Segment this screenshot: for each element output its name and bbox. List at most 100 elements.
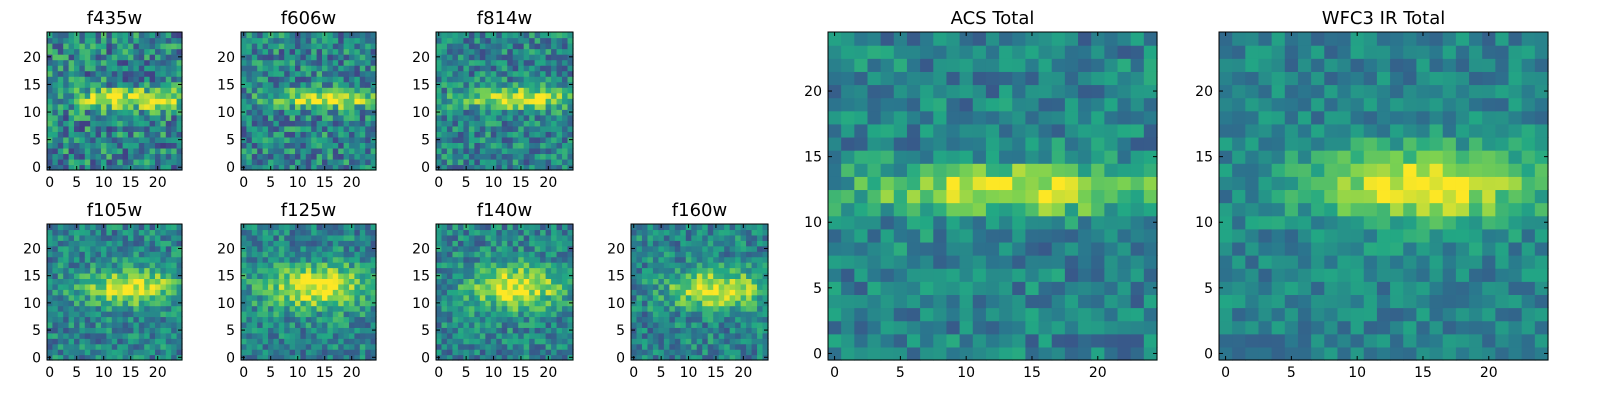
heatmap-cell <box>160 332 167 339</box>
heatmap-cell <box>305 349 312 356</box>
heatmap-cell <box>117 283 124 290</box>
heatmap-cell <box>518 305 525 312</box>
heatmap-cell <box>95 224 102 231</box>
heatmap-cell <box>567 251 574 258</box>
heatmap-cell <box>746 283 753 290</box>
heatmap-cell <box>512 327 519 334</box>
heatmap-cell <box>343 98 350 105</box>
heatmap-cell <box>562 164 569 171</box>
heatmap-cell <box>79 65 86 72</box>
heatmap-cell <box>95 37 102 44</box>
heatmap-cell <box>68 283 75 290</box>
heatmap-cell <box>257 98 264 105</box>
heatmap-cell <box>338 87 345 94</box>
heatmap-cell <box>101 300 107 307</box>
heatmap-cell <box>474 240 481 247</box>
heatmap-cell <box>641 343 649 350</box>
heatmap-cell <box>327 311 334 318</box>
heatmap-cell <box>880 202 895 217</box>
heatmap-cell <box>138 321 145 328</box>
heatmap-cell <box>122 76 129 83</box>
heatmap-cell <box>1143 215 1158 230</box>
heatmap-cell <box>523 321 530 328</box>
heatmap-cell <box>257 321 264 328</box>
heatmap-cell <box>567 153 574 160</box>
heatmap-cell <box>479 311 486 318</box>
heatmap-cell <box>457 81 464 88</box>
heatmap-cell <box>441 294 448 301</box>
heatmap-cell <box>79 59 86 66</box>
heatmap-cell <box>562 114 569 121</box>
heatmap-cell <box>289 316 296 323</box>
heatmap-cell <box>920 307 934 322</box>
heatmap-cell <box>658 289 665 296</box>
heatmap-cell <box>68 59 75 66</box>
heatmap-cell <box>452 294 459 301</box>
heatmap-cell <box>529 262 536 269</box>
heatmap-cell <box>468 338 475 345</box>
heatmap-cell <box>685 251 692 258</box>
heatmap-cell <box>1078 176 1092 191</box>
heatmap-cell <box>463 289 470 296</box>
heatmap-cell <box>338 65 345 72</box>
heatmap-cell <box>155 76 161 83</box>
heatmap-cell <box>518 76 525 83</box>
heatmap-cell <box>90 262 97 269</box>
heatmap-cell <box>735 251 742 258</box>
heatmap-cell <box>647 234 654 241</box>
heatmap-cell <box>685 283 692 290</box>
heatmap-cell <box>1078 228 1092 243</box>
heatmap-cell <box>446 32 454 39</box>
heatmap-cell <box>452 120 459 127</box>
heatmap-cell <box>155 278 161 285</box>
heatmap-cell <box>311 278 318 285</box>
heatmap-cell <box>463 131 470 138</box>
heatmap-cell <box>933 241 948 256</box>
heatmap-cell <box>551 109 558 116</box>
heatmap-cell <box>289 294 296 301</box>
heatmap-cell <box>365 114 372 121</box>
heatmap-cell <box>479 256 486 263</box>
heatmap-cell <box>79 103 86 110</box>
heatmap-cell <box>457 120 464 127</box>
heatmap-cell <box>284 120 291 127</box>
heatmap-cell <box>540 294 547 301</box>
heatmap-cell <box>305 70 312 77</box>
heatmap-cell <box>735 338 742 345</box>
heatmap-cell <box>540 147 547 155</box>
heatmap-cell <box>507 70 514 77</box>
heatmap-cell <box>349 70 355 77</box>
heatmap-cell <box>529 48 536 55</box>
heatmap-cell <box>652 245 659 252</box>
heatmap-cell <box>512 48 519 55</box>
heatmap-cell <box>551 267 558 274</box>
heatmap-cell <box>501 59 508 66</box>
heatmap-cell <box>441 251 448 258</box>
heatmap-cell <box>718 267 725 274</box>
heatmap-cell <box>133 327 140 334</box>
heatmap-cell <box>79 332 86 339</box>
heatmap-cell <box>155 267 161 274</box>
heatmap-cell <box>84 272 91 279</box>
heatmap-cell <box>117 267 124 274</box>
heatmap-cell <box>523 76 530 83</box>
heatmap-cell <box>322 92 328 99</box>
heatmap-cell <box>95 54 102 61</box>
heatmap-cell <box>90 147 97 155</box>
heatmap-cell <box>300 136 307 143</box>
heatmap-cell <box>893 163 908 177</box>
heatmap-cell <box>246 349 253 356</box>
heatmap-cell <box>551 142 558 149</box>
heatmap-cell <box>354 98 361 105</box>
heatmap-cell <box>106 343 113 350</box>
heatmap-cell <box>691 278 698 285</box>
heatmap-cell <box>680 224 687 231</box>
heatmap-cell <box>707 234 714 241</box>
heatmap-cell <box>534 338 541 345</box>
heatmap-cell <box>268 76 274 83</box>
heatmap-cell <box>1143 241 1158 256</box>
heatmap-cell <box>246 98 253 105</box>
heatmap-cell <box>518 103 525 110</box>
heatmap-cell <box>523 300 530 307</box>
heatmap-cell <box>523 37 530 44</box>
